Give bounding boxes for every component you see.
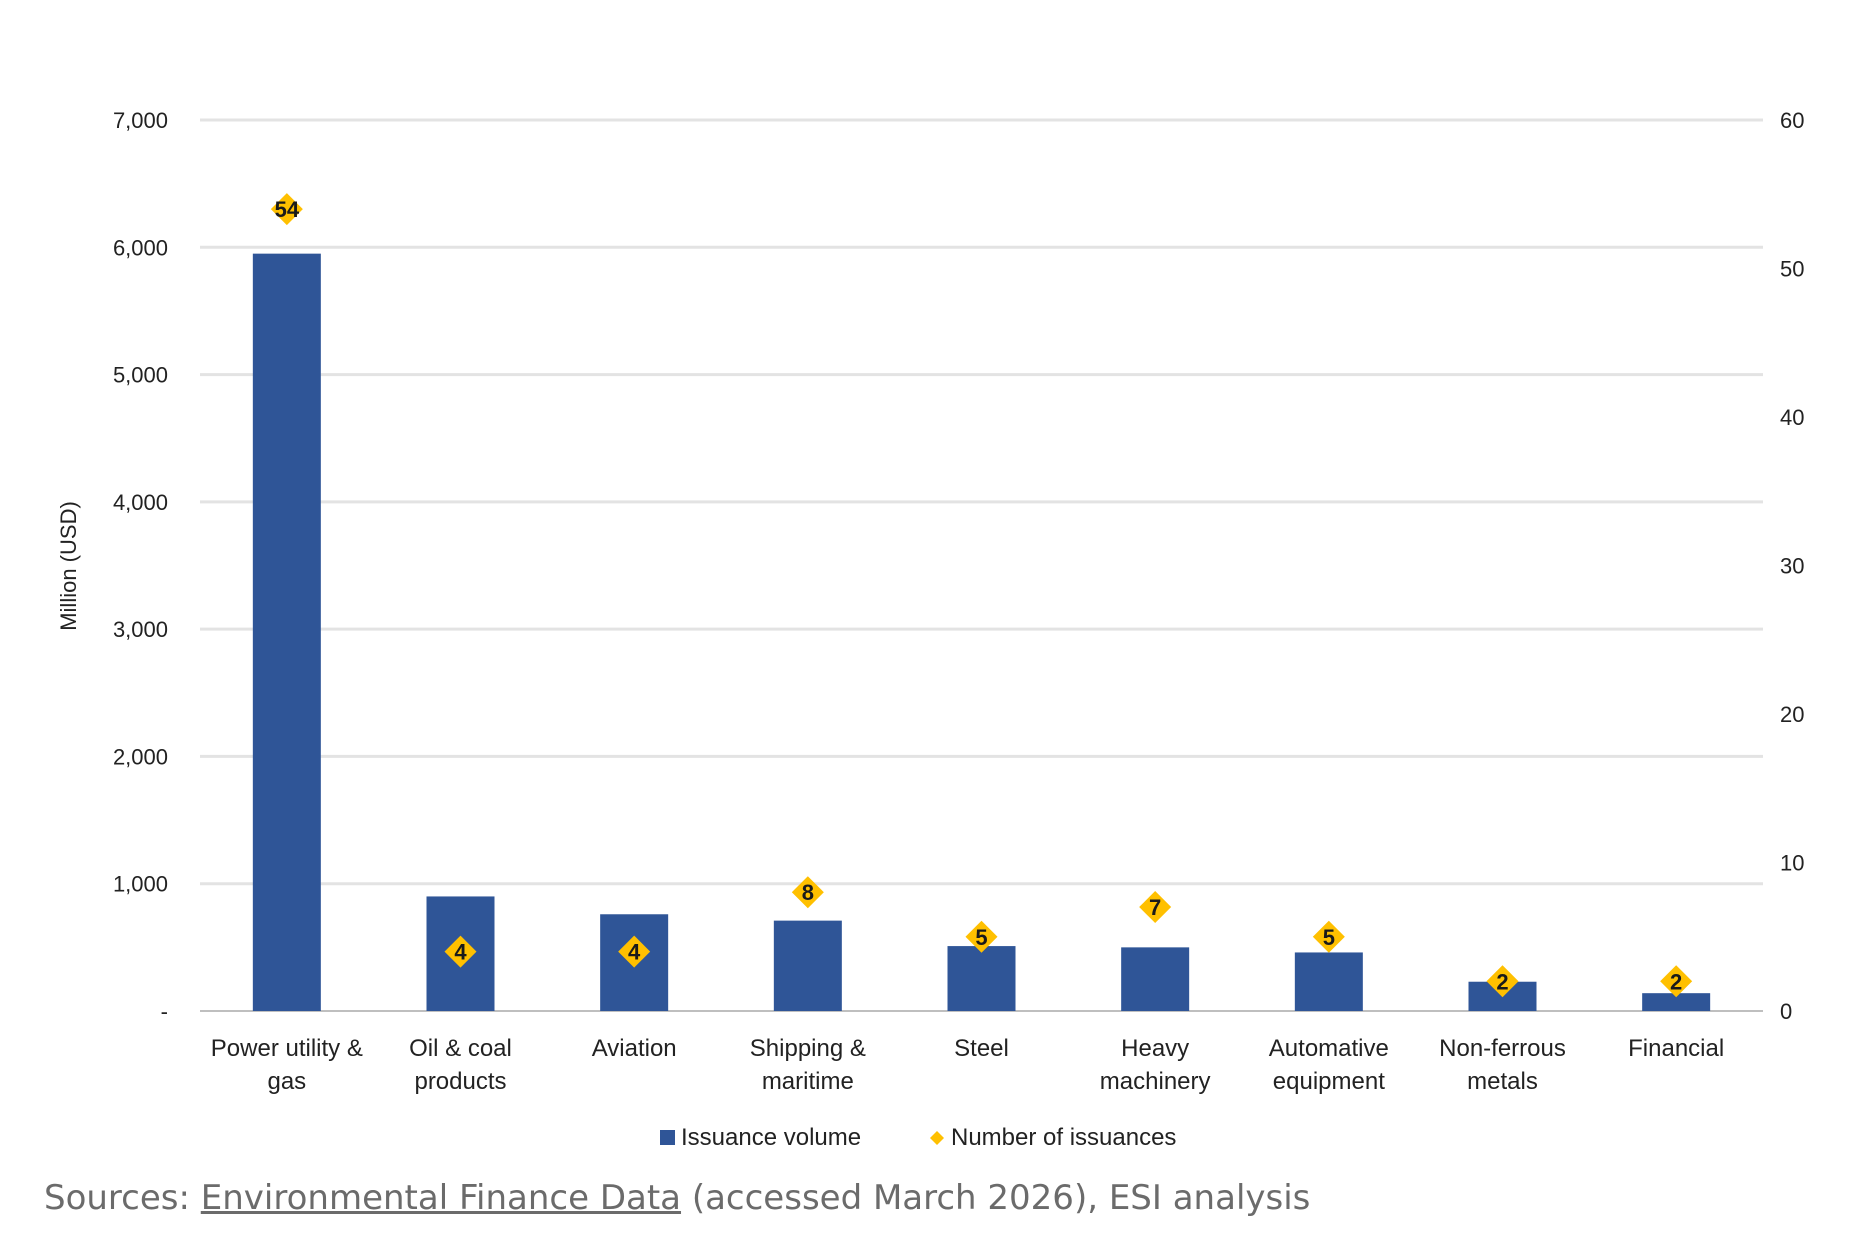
- diamond-marker: [791, 876, 824, 909]
- y-tick-label: 4,000: [113, 490, 168, 515]
- y-tick-label: 6,000: [113, 235, 168, 260]
- diamond-marker: [1660, 965, 1693, 998]
- bar: [773, 920, 842, 1011]
- y-tick-label: 2,000: [113, 744, 168, 769]
- data-label: 4: [628, 940, 641, 965]
- data-label: 2: [1670, 969, 1682, 994]
- y2-tick-label: 60: [1780, 108, 1804, 133]
- data-label: 54: [275, 197, 300, 222]
- category-label: Financial: [1628, 1035, 1724, 1062]
- legend-bar-swatch: [660, 1130, 675, 1145]
- y-tick-label: -: [161, 999, 168, 1024]
- category-label: Oil & coal products: [409, 1035, 512, 1095]
- y-axis-title: Million (USD): [56, 501, 81, 631]
- bars: [252, 253, 1711, 1011]
- bar: [947, 946, 1016, 1011]
- category-label: Heavy machinery: [1100, 1035, 1211, 1095]
- diamond-marker: [444, 935, 477, 968]
- data-label: 7: [1149, 895, 1161, 920]
- category-label: Shipping & maritime: [750, 1035, 866, 1095]
- left-axis-ticks: - 1,000 2,000 3,000 4,000 5,000 6,000 7,000: [113, 108, 168, 1024]
- bar: [1642, 993, 1711, 1011]
- source-link[interactable]: Environmental Finance Data: [200, 1178, 682, 1218]
- bar: [1294, 952, 1363, 1011]
- category-label: Power utility & gas: [211, 1035, 363, 1095]
- diamond-marker: [1486, 965, 1519, 998]
- y2-tick-label: 0: [1780, 999, 1792, 1024]
- y-tick-label: 5,000: [113, 363, 168, 388]
- category-label: Aviation: [592, 1035, 677, 1062]
- y2-tick-label: 30: [1780, 554, 1804, 579]
- y2-tick-label: 20: [1780, 702, 1804, 727]
- y2-tick-label: 40: [1780, 405, 1804, 430]
- diamond-marker: [270, 193, 303, 226]
- bar: [252, 253, 321, 1011]
- y2-tick-label: 50: [1780, 257, 1804, 282]
- category-labels: Power utility & gas Oil & coal products Avia…: [211, 1035, 1724, 1095]
- source-note: Sources: Environmental Finance Data (acc…: [44, 1178, 1310, 1218]
- source-suffix: (accessed March 2026), ESI analysis: [681, 1178, 1311, 1218]
- data-label: 8: [802, 880, 814, 905]
- y-tick-label: 1,000: [113, 872, 168, 897]
- legend-diamond-label: Number of issuances: [951, 1124, 1176, 1151]
- bar: [1121, 947, 1190, 1011]
- category-label: Steel: [954, 1035, 1009, 1062]
- category-label: Non-ferrous metals: [1439, 1035, 1566, 1095]
- source-prefix: Sources:: [44, 1178, 201, 1218]
- legend-bar-label: Issuance volume: [681, 1124, 861, 1151]
- category-label: Automative equipment: [1269, 1035, 1389, 1095]
- diamond-marker: [1139, 891, 1172, 924]
- right-axis-ticks: 0 10 20 30 40 50 60: [1780, 108, 1804, 1024]
- diamond-markers: 54 4 4 8 5 7 5 2 2: [270, 193, 1693, 998]
- legend-diamond-swatch: [930, 1131, 944, 1145]
- diamond-marker: [965, 920, 998, 953]
- data-label: 4: [454, 940, 467, 965]
- data-label: 5: [1323, 925, 1335, 950]
- y-tick-label: 3,000: [113, 617, 168, 642]
- y2-tick-label: 10: [1780, 851, 1804, 876]
- y-tick-label: 7,000: [113, 108, 168, 133]
- diamond-marker: [618, 935, 651, 968]
- data-label: 5: [975, 925, 987, 950]
- gridlines: [200, 118, 1763, 1012]
- legend: Issuance volume Number of issuances: [660, 1124, 1176, 1151]
- data-label: 2: [1496, 969, 1508, 994]
- diamond-marker: [1312, 920, 1345, 953]
